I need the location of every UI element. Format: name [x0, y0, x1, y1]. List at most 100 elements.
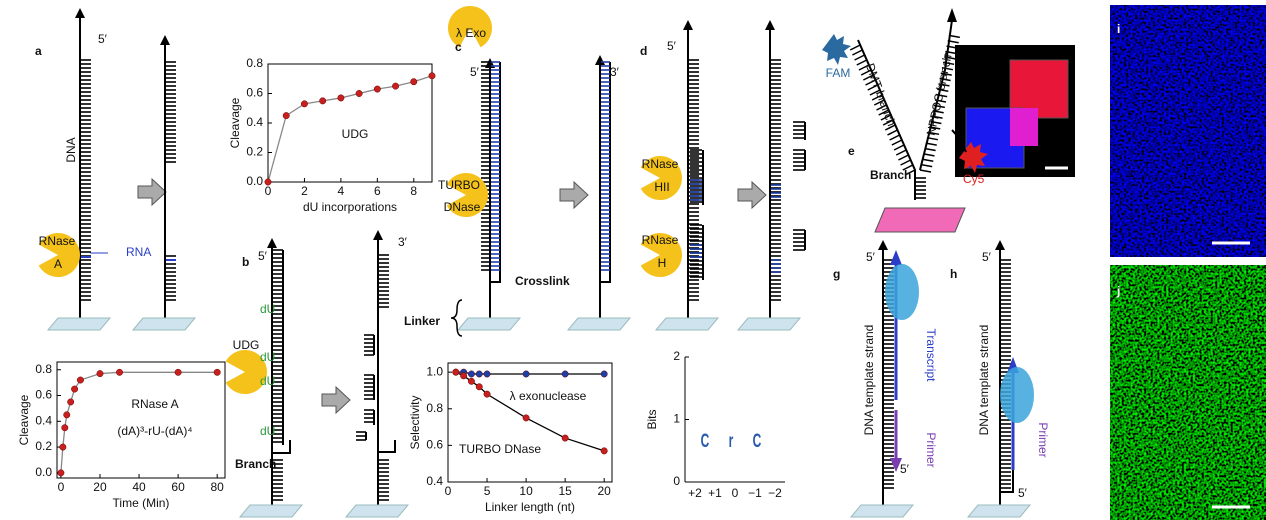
- enzyme: [640, 155, 682, 200]
- surface-plate: [736, 317, 802, 331]
- base: [860, 69, 872, 76]
- arrow-head: [765, 20, 775, 30]
- base: [930, 120, 942, 125]
- data-point: [355, 90, 363, 97]
- label: Primer: [1036, 422, 1050, 457]
- arrow-head: [947, 8, 957, 22]
- label: i: [1117, 22, 1120, 36]
- label: DMT branch: [863, 61, 899, 128]
- data-point: [475, 383, 483, 391]
- data-point: [63, 411, 71, 419]
- label: Crosslink: [515, 274, 570, 288]
- data-point: [410, 78, 418, 86]
- data-point: [392, 82, 400, 90]
- base: [925, 142, 937, 146]
- arrow-head: [267, 238, 277, 248]
- data-point: [460, 372, 468, 380]
- surface-plate: [566, 317, 632, 331]
- plot-frame: [685, 357, 785, 482]
- y-tick-label: 1.0: [426, 364, 443, 378]
- label: d: [640, 44, 647, 58]
- y-axis-label: Cleavage: [17, 394, 31, 445]
- data-point: [483, 390, 491, 398]
- y-tick-label: 1: [673, 412, 680, 426]
- x-tick-label: 0: [445, 484, 452, 498]
- data-point: [561, 434, 569, 442]
- label: 5′: [900, 462, 910, 476]
- branch: [378, 440, 396, 453]
- label: RNase: [642, 233, 679, 247]
- base: [932, 110, 944, 114]
- x-tick-label: 60: [171, 480, 185, 494]
- y-tick-label: 0.8: [35, 362, 52, 376]
- label: 3′: [398, 235, 408, 249]
- label: Branch: [235, 457, 276, 471]
- base: [927, 131, 940, 136]
- base: [895, 149, 907, 156]
- x-tick-label: +1: [708, 486, 722, 500]
- y-tick-label: 0.6: [426, 438, 443, 452]
- data-point: [522, 414, 530, 422]
- data-point: [600, 370, 608, 378]
- x-tick-label: 4: [338, 184, 345, 198]
- enzyme: [640, 232, 682, 277]
- image-j: [1110, 265, 1266, 520]
- x-tick-label: 15: [558, 484, 572, 498]
- data-point: [522, 370, 530, 378]
- y-tick-label: 0.2: [35, 439, 52, 453]
- fam: [822, 34, 851, 65]
- data-point: [59, 443, 67, 451]
- label: 5′: [1018, 486, 1028, 500]
- surface-plate: [966, 504, 1032, 518]
- label: Linker: [404, 314, 440, 328]
- label: DNase: [444, 200, 481, 214]
- label: dU: [260, 302, 275, 316]
- base: [858, 64, 870, 71]
- y-tick-label: 0.6: [246, 86, 263, 100]
- y-tick-label: 0: [673, 474, 680, 488]
- arrow-head: [890, 250, 902, 265]
- logo-letter: C: [753, 431, 762, 451]
- data-point: [600, 447, 608, 455]
- data-point: [319, 97, 327, 105]
- base: [934, 99, 947, 103]
- y-tick-label: 0.6: [35, 388, 52, 402]
- data-point: [467, 370, 475, 378]
- enzyme: [225, 350, 267, 394]
- label: RNase: [39, 234, 76, 248]
- base: [936, 93, 948, 98]
- y-tick-label: 0.2: [246, 145, 263, 159]
- x-tick-label: 5: [484, 484, 491, 498]
- data-point: [76, 376, 84, 384]
- label: h: [950, 267, 957, 281]
- annotation: (dA)³-rU-(dA)⁴: [117, 424, 192, 438]
- base: [948, 34, 960, 39]
- surface-plate: [131, 317, 197, 331]
- data-point: [282, 112, 290, 120]
- base: [887, 129, 898, 136]
- crosslink: [490, 272, 501, 283]
- crosslink: [600, 272, 611, 283]
- arrow-head: [683, 20, 693, 30]
- annotation: UDG: [342, 127, 369, 141]
- process-arrow: [137, 177, 167, 207]
- label: Primer: [924, 432, 938, 467]
- data-point: [61, 424, 69, 432]
- surface-plate: [849, 504, 915, 518]
- label: Branch: [870, 168, 911, 182]
- polymerase: [1000, 367, 1034, 423]
- data-point: [96, 370, 104, 378]
- base: [893, 144, 905, 151]
- logo-letter: r: [729, 431, 734, 451]
- surface-plate: [46, 317, 112, 331]
- label: DNA template strand: [977, 325, 991, 436]
- surface-plate: [456, 317, 522, 331]
- label: dU: [260, 424, 275, 438]
- plot-frame: [447, 362, 613, 483]
- cy5-link: [951, 129, 967, 153]
- base: [933, 104, 945, 109]
- x-axis-label: Linker length (nt): [485, 500, 575, 514]
- y-tick-label: 0.0: [246, 174, 263, 188]
- label: λ Exo: [456, 26, 486, 40]
- label: g: [833, 267, 840, 281]
